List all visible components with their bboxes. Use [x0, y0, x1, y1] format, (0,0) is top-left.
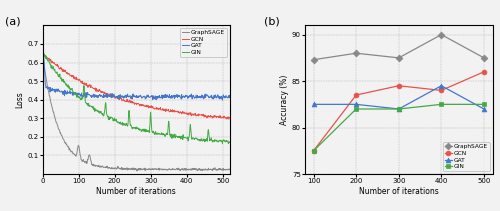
Y-axis label: Loss: Loss — [16, 91, 24, 108]
GAT — [90, 93, 96, 95]
GAT — [481, 108, 487, 110]
GAT — [220, 99, 226, 101]
GIN — [353, 108, 359, 110]
GIN — [205, 130, 211, 132]
Line: GCN: GCN — [42, 53, 230, 119]
X-axis label: Number of iterations: Number of iterations — [96, 187, 176, 196]
Legend: GraphSAGE, GCN, GAT, GIN: GraphSAGE, GCN, GAT, GIN — [442, 142, 490, 171]
GCN — [186, 113, 192, 116]
GraphSAGE — [40, 53, 46, 55]
GraphSAGE — [90, 163, 96, 166]
GAT — [188, 93, 194, 95]
GIN — [40, 50, 46, 52]
GIN — [90, 107, 96, 110]
GIN — [481, 103, 487, 106]
GCN — [90, 87, 96, 90]
GIN — [226, 142, 232, 145]
GraphSAGE — [62, 141, 68, 144]
GCN — [396, 84, 402, 87]
GIN — [188, 136, 194, 138]
Line: GAT: GAT — [311, 83, 486, 111]
GraphSAGE — [226, 168, 232, 170]
Text: (b): (b) — [264, 16, 280, 26]
GCN — [310, 150, 316, 152]
GCN — [205, 114, 211, 117]
GIN — [226, 141, 232, 143]
GIN — [44, 57, 51, 60]
GAT — [438, 84, 444, 87]
X-axis label: Number of iterations: Number of iterations — [359, 187, 438, 196]
GraphSAGE — [186, 168, 192, 171]
GCN — [188, 115, 194, 117]
Line: GraphSAGE: GraphSAGE — [311, 32, 486, 62]
GAT — [310, 103, 316, 106]
Line: GraphSAGE: GraphSAGE — [42, 54, 230, 171]
GAT — [353, 103, 359, 106]
Y-axis label: Accuracy (%): Accuracy (%) — [280, 74, 289, 125]
GAT — [396, 108, 402, 110]
Line: GIN: GIN — [312, 102, 486, 153]
GCN — [44, 57, 51, 60]
GIN — [310, 150, 316, 152]
GAT — [40, 33, 46, 36]
Line: GIN: GIN — [42, 51, 230, 144]
GCN — [40, 52, 46, 54]
GraphSAGE — [396, 57, 402, 59]
Text: (a): (a) — [5, 16, 20, 26]
Legend: GraphSAGE, GCN, GAT, GIN: GraphSAGE, GCN, GAT, GIN — [180, 28, 227, 57]
GraphSAGE — [438, 33, 444, 36]
GAT — [44, 87, 51, 90]
GCN — [438, 89, 444, 92]
GraphSAGE — [189, 168, 195, 170]
GAT — [205, 95, 211, 97]
GCN — [62, 70, 68, 72]
GraphSAGE — [44, 86, 51, 88]
GraphSAGE — [310, 58, 316, 61]
GAT — [186, 96, 192, 99]
GIN — [438, 103, 444, 106]
GCN — [481, 70, 487, 73]
Line: GCN: GCN — [311, 69, 486, 153]
GraphSAGE — [134, 170, 140, 172]
GIN — [186, 136, 192, 139]
GAT — [62, 89, 68, 92]
Line: GAT: GAT — [42, 35, 230, 100]
GAT — [226, 96, 232, 99]
GIN — [396, 108, 402, 110]
GraphSAGE — [353, 52, 359, 54]
GraphSAGE — [481, 57, 487, 59]
GraphSAGE — [206, 167, 212, 170]
GCN — [353, 94, 359, 96]
GCN — [226, 118, 232, 120]
GCN — [226, 116, 232, 119]
GIN — [62, 81, 68, 84]
